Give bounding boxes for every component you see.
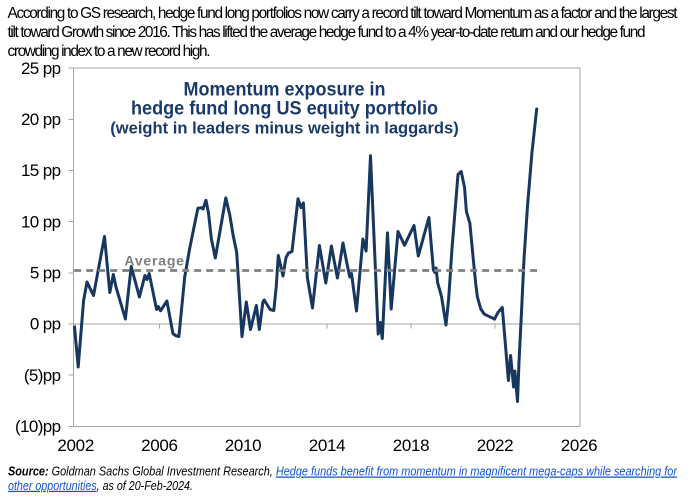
svg-text:15 pp: 15 pp bbox=[21, 161, 61, 180]
svg-text:2022: 2022 bbox=[477, 436, 514, 455]
svg-text:According to GS research, hedg: According to GS research, hedge fund lon… bbox=[8, 5, 679, 22]
svg-text:0 pp: 0 pp bbox=[30, 315, 61, 334]
svg-text:2014: 2014 bbox=[309, 436, 346, 455]
svg-text:2018: 2018 bbox=[393, 436, 430, 455]
svg-text:(5)pp: (5)pp bbox=[24, 366, 61, 385]
svg-text:2002: 2002 bbox=[57, 436, 94, 455]
svg-text:20 pp: 20 pp bbox=[21, 110, 61, 129]
svg-text:2006: 2006 bbox=[141, 436, 178, 455]
svg-text:(10)pp: (10)pp bbox=[15, 417, 61, 436]
svg-text:5 pp: 5 pp bbox=[30, 264, 61, 283]
svg-text:Momentum exposure in: Momentum exposure in bbox=[184, 79, 386, 101]
svg-text:Average: Average bbox=[124, 253, 184, 269]
svg-text:tilt toward Growth since 2016.: tilt toward Growth since 2016. This has … bbox=[8, 24, 646, 41]
svg-text:crowding index to a new record: crowding index to a new record high. bbox=[8, 43, 211, 60]
svg-text:2010: 2010 bbox=[225, 436, 262, 455]
svg-text:hedge fund long US equity port: hedge fund long US equity portfolio bbox=[131, 98, 438, 120]
svg-text:2026: 2026 bbox=[561, 436, 598, 455]
svg-text:other opportunities, as of 20-: other opportunities, as of 20-Feb-2024. bbox=[8, 479, 193, 493]
svg-text:25 pp: 25 pp bbox=[21, 59, 61, 78]
svg-text:10 pp: 10 pp bbox=[21, 212, 61, 231]
svg-text:Source: Goldman Sachs Global I: Source: Goldman Sachs Global Investment … bbox=[8, 465, 678, 479]
svg-text:(weight in leaders minus weigh: (weight in leaders minus weight in lagga… bbox=[110, 120, 458, 138]
